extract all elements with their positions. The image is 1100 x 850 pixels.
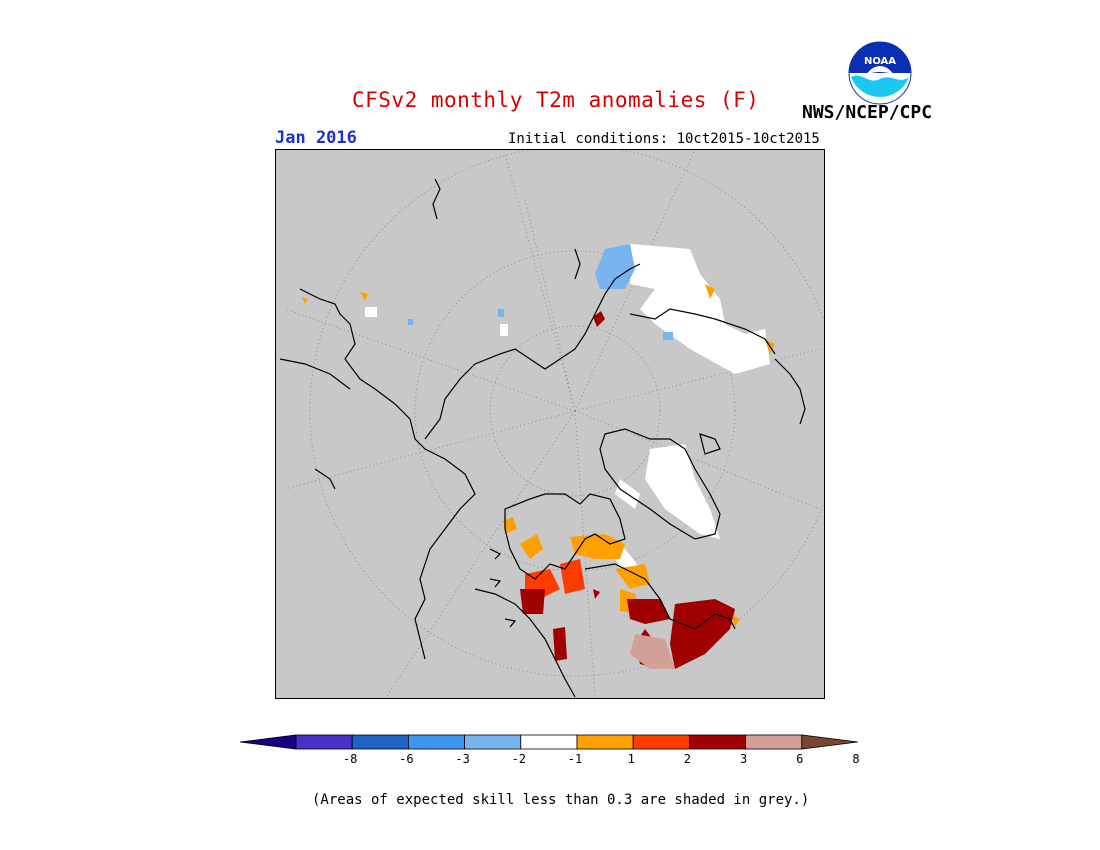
colorbar-tick-label: 8 — [852, 752, 860, 766]
polar-anomaly-map — [275, 149, 825, 699]
colorbar-bin — [464, 734, 522, 750]
colorbar-tick-label: -6 — [399, 752, 414, 766]
colorbar-tick-label: 6 — [796, 752, 804, 766]
colorbar-bin — [239, 734, 297, 750]
colorbar-bin — [407, 734, 465, 750]
colorbar-bins — [239, 734, 858, 750]
colorbar-tick-label: 2 — [683, 752, 692, 766]
skill-mask-background — [275, 149, 825, 699]
colorbar-bin — [745, 734, 803, 750]
colorbar-tick-label: 3 — [739, 752, 748, 766]
coastlines — [279, 178, 806, 698]
colorbar-bin — [801, 734, 858, 750]
colorbar-tick-label: -1 — [567, 752, 583, 766]
colorbar-bin — [688, 734, 746, 750]
colorbar-bin — [295, 734, 353, 750]
colorbar — [239, 734, 858, 750]
colorbar-tick-label: 1 — [627, 752, 635, 766]
colorbar-tick-label: -8 — [342, 752, 358, 766]
noaa-logo: NOAA — [848, 41, 912, 105]
graticule — [284, 149, 825, 699]
map-title: CFSv2 monthly T2m anomalies (F) — [352, 88, 760, 112]
skill-footnote: (Areas of expected skill less than 0.3 a… — [312, 792, 810, 808]
colorbar-bin — [520, 734, 578, 750]
forecast-month-label: Jan 2016 — [275, 128, 357, 148]
initial-conditions-label: Initial conditions: 10ct2015-10ct2015 — [508, 131, 820, 147]
colorbar-bin — [351, 734, 409, 750]
agency-label: NWS/NCEP/CPC — [802, 102, 933, 123]
colorbar-tick-label: -3 — [455, 752, 470, 766]
colorbar-bin — [632, 734, 690, 750]
below-normal-shading — [408, 244, 673, 340]
colorbar-tick-label: -2 — [511, 752, 527, 766]
colorbar-bin — [576, 734, 634, 750]
noaa-logo-text: NOAA — [864, 56, 896, 67]
